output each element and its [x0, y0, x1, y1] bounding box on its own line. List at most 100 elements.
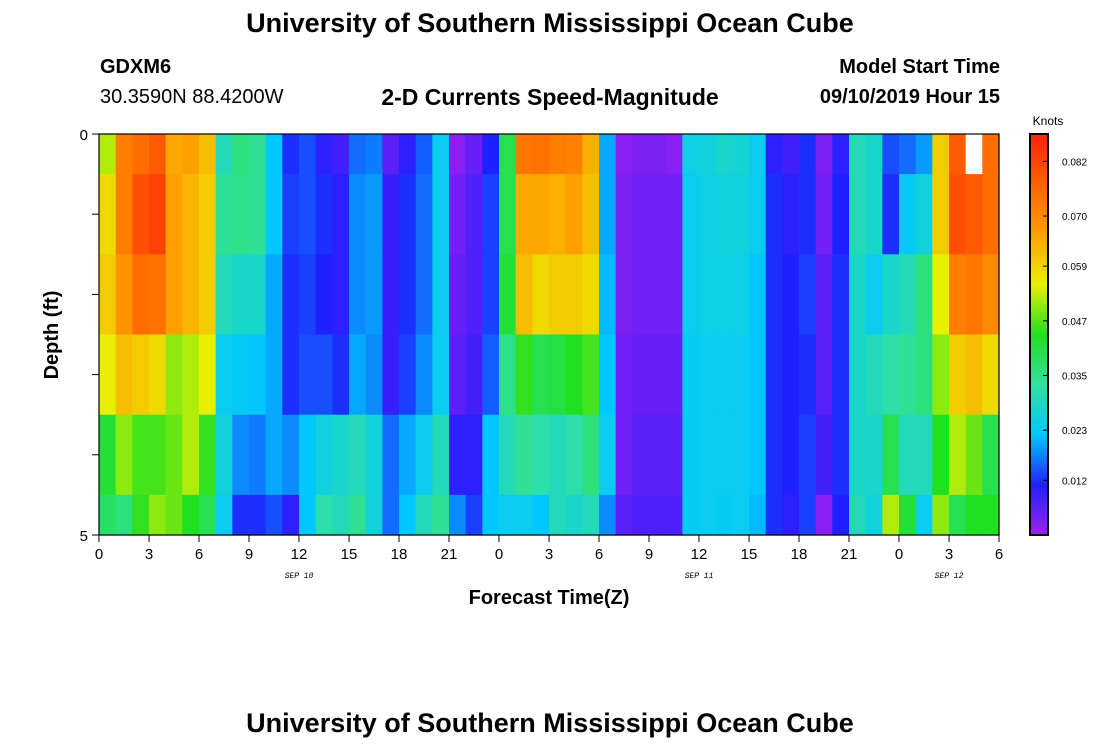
- heatmap-cell: [365, 414, 383, 496]
- heatmap-cell: [799, 254, 817, 336]
- heatmap-cell: [382, 414, 400, 496]
- heatmap-cell: [632, 174, 650, 255]
- heatmap-cell: [565, 254, 583, 336]
- heatmap-cell: [632, 494, 650, 536]
- heatmap-cell: [349, 134, 367, 175]
- heatmap-cell: [815, 134, 833, 175]
- heatmap-cell: [765, 134, 783, 175]
- heatmap-cell: [249, 254, 267, 336]
- heatmap-cell: [515, 134, 533, 175]
- heatmap-cell: [249, 494, 267, 536]
- station-coordinates: 30.3590N 88.4200W: [100, 86, 284, 108]
- x-tick-label: 3: [545, 546, 553, 563]
- heatmap-cell: [749, 254, 767, 336]
- heatmap-cell: [515, 494, 533, 536]
- heatmap-cell: [849, 334, 867, 416]
- heatmap-cell: [365, 134, 383, 175]
- heatmap-cell: [815, 494, 833, 536]
- heatmap-cell: [465, 174, 483, 255]
- heatmap-cell: [632, 134, 650, 175]
- heatmap-cell: [165, 134, 183, 175]
- heatmap-cell: [582, 494, 600, 536]
- heatmap-cell: [332, 134, 350, 175]
- heatmap-cell: [349, 334, 367, 416]
- heatmap-cell: [415, 414, 433, 496]
- heatmap-cell: [482, 334, 500, 416]
- heatmap-cell: [482, 494, 500, 536]
- heatmap-cell: [782, 134, 800, 175]
- heatmap-cell: [782, 334, 800, 416]
- heatmap-cell: [499, 334, 517, 416]
- heatmap-cell: [115, 134, 133, 175]
- heatmap-cell: [915, 334, 933, 416]
- heatmap-cell: [732, 134, 750, 175]
- x-tick-label: 6: [595, 546, 603, 563]
- heatmap-cell: [649, 334, 667, 416]
- heatmap-cell: [915, 494, 933, 536]
- heatmap-cell: [799, 334, 817, 416]
- x-tick-label: 15: [741, 546, 758, 563]
- heatmap-cell: [532, 134, 550, 175]
- colorbar-tick-label: 0.070: [1062, 212, 1087, 223]
- heatmap-cell: [182, 174, 200, 255]
- heatmap-cell: [882, 334, 900, 416]
- heatmap-cell: [865, 494, 883, 536]
- heatmap-cell: [949, 494, 967, 536]
- heatmap-cell: [315, 334, 333, 416]
- heatmap-cell: [265, 494, 283, 536]
- heatmap-cell: [515, 334, 533, 416]
- heatmap-cell: [815, 254, 833, 336]
- heatmap-cell: [882, 174, 900, 255]
- heatmap-cell: [982, 254, 1000, 336]
- heatmap-cell: [782, 174, 800, 255]
- heatmap-cell: [215, 254, 233, 336]
- heatmap-cell: [932, 494, 950, 536]
- heatmap-cell: [749, 334, 767, 416]
- heatmap-cell: [149, 174, 167, 255]
- heatmap-cell: [565, 134, 583, 175]
- heatmap-cell: [882, 134, 900, 175]
- date-label: SEP 11: [685, 572, 714, 581]
- heatmap-cell: [965, 414, 983, 496]
- x-tick-label: 12: [691, 546, 708, 563]
- heatmap-cell: [632, 334, 650, 416]
- heatmap-cell: [232, 494, 250, 536]
- x-tick-label: 21: [441, 546, 458, 563]
- heatmap-cell: [782, 494, 800, 536]
- heatmap-cell: [315, 414, 333, 496]
- heatmap-cell: [732, 494, 750, 536]
- heatmap-cell: [199, 134, 217, 175]
- x-tick-label: 0: [895, 546, 903, 563]
- heatmap-cell: [615, 134, 633, 175]
- heatmap-cell: [265, 334, 283, 416]
- heatmap-cell: [665, 414, 683, 496]
- heatmap-cell: [499, 254, 517, 336]
- heatmap-cell: [99, 334, 117, 416]
- heatmap-cell: [199, 414, 217, 496]
- heatmap-cell: [615, 414, 633, 496]
- heatmap-cell: [232, 254, 250, 336]
- heatmap-cell: [199, 334, 217, 416]
- heatmap-cell: [632, 254, 650, 336]
- heatmap-cell: [249, 134, 267, 175]
- heatmap-cell: [665, 174, 683, 255]
- heatmap-cell: [699, 254, 717, 336]
- colorbar-tick-label: 0.047: [1062, 317, 1087, 328]
- heatmap-cell: [499, 134, 517, 175]
- heatmap-cell: [649, 134, 667, 175]
- heatmap-cell: [782, 414, 800, 496]
- heatmap-cell: [965, 174, 983, 255]
- heatmap-cell: [99, 174, 117, 255]
- heatmap-cell: [282, 414, 300, 496]
- heatmap-cell: [599, 134, 617, 175]
- heatmap-cell: [982, 494, 1000, 536]
- heatmap-cell: [865, 334, 883, 416]
- heatmap-cell: [315, 174, 333, 255]
- heatmap-cell: [199, 494, 217, 536]
- heatmap-cell: [332, 494, 350, 536]
- heatmap-cell: [332, 174, 350, 255]
- heatmap-cell: [749, 174, 767, 255]
- heatmap-cell: [599, 414, 617, 496]
- heatmap-cell: [582, 174, 600, 255]
- x-tick-label: 18: [791, 546, 808, 563]
